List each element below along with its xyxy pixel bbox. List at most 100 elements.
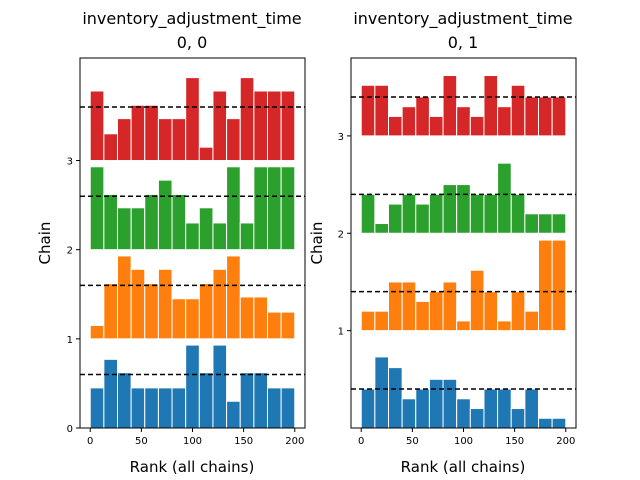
panel-1-chain-2-bar xyxy=(469,193,485,234)
panel-0-chain-2-bar xyxy=(144,193,159,251)
panel-1-chain-1-bar xyxy=(497,320,512,332)
panel-1-chain-2-bar xyxy=(510,193,526,234)
panel-0-chain-1-bar xyxy=(144,283,159,340)
panel-0-chain-0-bar xyxy=(171,387,187,429)
panel-0-chain-3-bar xyxy=(226,118,241,162)
panel-0-1-title-line1: inventory_adjustment_time xyxy=(353,9,572,29)
panel-1-chain-1-bar xyxy=(551,239,567,332)
panel-0-chain-3-bar xyxy=(144,104,159,162)
panel-0-chain-3-bar xyxy=(239,77,255,162)
panel-0-x-tick-label: 200 xyxy=(285,436,304,447)
plot-layer: 0 50 100 150 200 0 1 2 3 0 50 100 150 200 1 2 3 xyxy=(67,57,577,447)
panel-1-y-tick-label: 3 xyxy=(338,132,344,143)
panel-0-0-ylabel: Chain xyxy=(36,222,54,265)
panel-0-chain-2-bar xyxy=(239,222,255,251)
panel-0-chain-2-bar xyxy=(226,166,241,251)
panel-0-chain-0-bar xyxy=(253,372,268,429)
panel-0-1-ylabel: Chain xyxy=(308,222,326,265)
panel-0-chain-0-bar xyxy=(239,372,255,429)
panel-0-chain-2-bar xyxy=(89,166,105,251)
panel-0-chain-3-bar xyxy=(212,90,228,162)
panel-1-chain-3-bar xyxy=(415,96,430,137)
panel-1-chain-3-bar xyxy=(551,96,567,137)
panel-0-chain-3-bar xyxy=(171,118,187,162)
panel-0-chain-3-bar xyxy=(89,90,105,162)
panel-0-chain-2-bar xyxy=(185,222,200,251)
panel-0-chain-2-bar xyxy=(103,193,119,251)
panel-1-chain-1-bar xyxy=(537,239,553,332)
panel-0-chain-1-bar xyxy=(185,298,200,340)
panel-0-chain-3-bar xyxy=(157,118,173,162)
panel-1-chain-0-bar xyxy=(483,388,499,429)
panel-0-y-tick-label: 1 xyxy=(67,335,73,346)
panel-0-chain-0-bar xyxy=(157,387,173,429)
panel-0-chain-0-bar xyxy=(280,387,296,429)
panel-0-chain-0-bar xyxy=(198,372,214,429)
panel-1-x-tick-label: 0 xyxy=(358,436,364,447)
panel-1-chain-3-bar xyxy=(428,115,444,137)
panel-0-chain-3-bar xyxy=(280,90,296,162)
panel-1-chain-3-bar xyxy=(401,106,417,137)
panel-1-chain-3-bar xyxy=(483,75,499,137)
panel-0-chain-1-bar xyxy=(212,268,228,340)
panel-0-chain-0-bar xyxy=(89,387,105,429)
panel-0-chain-0-bar xyxy=(212,344,228,429)
panel-1-chain-2-bar xyxy=(483,193,499,234)
panel-0-chain-1-bar xyxy=(266,311,282,340)
panel-0-chain-1-bar xyxy=(226,255,241,340)
panel-1-x-tick-label: 150 xyxy=(505,436,524,447)
panel-1-chain-1-bar xyxy=(360,310,376,332)
panel-1-chain-3-bar xyxy=(374,84,390,137)
panel-0-chain-2-bar xyxy=(212,222,228,251)
panel-1-y-tick-label: 1 xyxy=(338,327,344,338)
panel-1-chain-1-bar xyxy=(401,281,417,332)
panel-1-chain-2-bar xyxy=(442,184,458,234)
panel-0-chain-2-bar xyxy=(266,166,282,251)
panel-1-chain-3-bar xyxy=(469,115,485,137)
panel-1-chain-2-bar xyxy=(428,193,444,234)
panel-1-chain-2-bar xyxy=(551,213,567,234)
panel-1-chain-0-bar xyxy=(497,388,512,429)
panel-0-chain-0-bar xyxy=(130,387,146,429)
panel-1-chain-1-bar xyxy=(442,281,458,332)
panel-0-chain-0-bar xyxy=(117,372,132,429)
panel-0-chain-2-bar xyxy=(157,179,173,251)
panel-1-chain-1-bar xyxy=(374,310,390,332)
panel-1-x-tick-label: 200 xyxy=(556,436,575,447)
panel-1-chain-1-bar xyxy=(415,300,430,332)
panel-0-0-title-line1: inventory_adjustment_time xyxy=(82,9,301,29)
panel-0-chain-3-bar xyxy=(117,118,132,162)
panel-1-chain-1-bar xyxy=(483,291,499,332)
panel-1-chain-1-bar xyxy=(469,269,485,332)
panel-0-1-xlabel: Rank (all chains) xyxy=(401,458,526,476)
panel-0-y-tick-label: 2 xyxy=(67,246,73,257)
panel-1-chain-2-bar xyxy=(388,203,403,234)
panel-0-chain-3-bar xyxy=(103,133,119,162)
panel-0-chain-2-bar xyxy=(253,166,268,251)
panel-0-y-tick-label: 3 xyxy=(67,157,73,168)
panel-1-chain-3-bar xyxy=(510,84,526,137)
panel-1-chain-2-bar xyxy=(360,193,376,234)
panel-0-x-tick-label: 150 xyxy=(234,436,253,447)
panel-1-chain-1-bar xyxy=(428,291,444,332)
panel-1-chain-1-bar xyxy=(524,310,539,332)
panel-0-chain-2-bar xyxy=(280,166,296,251)
panel-1-chain-3-bar xyxy=(442,75,458,137)
panel-0-chain-3-bar xyxy=(198,146,214,162)
panel-0-y-tick-label: 0 xyxy=(67,424,73,435)
panel-1-chain-2-bar xyxy=(415,203,430,234)
panel-0-chain-2-bar xyxy=(198,207,214,251)
panel-0-x-tick-label: 50 xyxy=(135,436,148,447)
panel-0-0-title-line2: 0, 0 xyxy=(177,33,208,52)
panel-0-chain-1-bar xyxy=(103,283,119,340)
panel-0-x-tick-label: 100 xyxy=(183,436,202,447)
panel-1-chain-3-bar xyxy=(497,106,512,137)
panel-0-chain-1-bar xyxy=(89,324,105,340)
panel-0-chain-2-bar xyxy=(117,207,132,251)
panel-1-chain-0-bar xyxy=(524,388,539,429)
panel-1-chain-0-bar xyxy=(360,388,376,429)
panel-0-chain-3-bar xyxy=(130,104,146,162)
panel-0-chain-0-bar xyxy=(226,400,241,429)
panel-1-chain-3-bar xyxy=(388,115,403,137)
